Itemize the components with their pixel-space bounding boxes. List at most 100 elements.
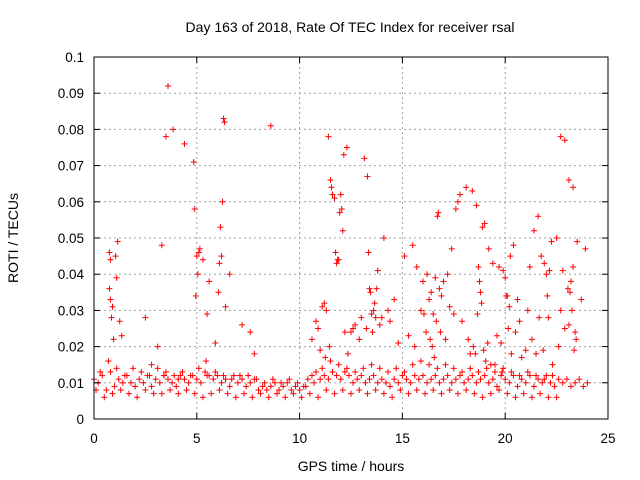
data-point xyxy=(389,394,396,401)
data-point xyxy=(526,372,533,379)
data-point xyxy=(504,390,511,397)
data-point xyxy=(197,379,204,386)
data-point xyxy=(261,379,268,386)
data-point xyxy=(348,390,354,397)
x-tick-label: 0 xyxy=(90,431,98,446)
grid-lines xyxy=(94,57,608,419)
data-point xyxy=(341,329,348,336)
data-point xyxy=(376,321,383,328)
data-point xyxy=(218,253,225,260)
data-point xyxy=(559,379,566,386)
data-point xyxy=(473,202,480,209)
data-point xyxy=(192,292,199,299)
data-point xyxy=(339,387,346,394)
data-point xyxy=(498,372,505,379)
data-point xyxy=(310,379,317,386)
data-point xyxy=(498,339,505,346)
data-point xyxy=(499,368,506,375)
x-tick-label: 15 xyxy=(395,431,410,446)
data-point xyxy=(130,365,137,372)
data-point xyxy=(160,372,167,379)
data-point xyxy=(393,365,400,372)
data-point xyxy=(380,235,387,241)
data-point xyxy=(107,296,114,303)
data-point xyxy=(545,314,552,321)
data-point xyxy=(391,376,398,383)
data-point xyxy=(215,289,222,296)
data-point xyxy=(111,383,118,390)
data-point xyxy=(429,343,436,350)
data-point xyxy=(212,368,219,375)
data-point xyxy=(409,361,416,368)
data-point xyxy=(308,372,315,379)
data-point xyxy=(477,289,484,296)
data-point xyxy=(493,383,500,390)
data-point xyxy=(110,336,117,343)
data-point xyxy=(350,379,357,386)
data-point xyxy=(169,379,176,386)
data-point xyxy=(308,336,315,343)
data-point xyxy=(372,314,379,321)
data-point xyxy=(304,376,311,383)
data-point xyxy=(487,390,494,397)
data-point xyxy=(335,256,342,263)
data-point xyxy=(368,361,375,368)
data-point xyxy=(397,387,404,394)
data-point xyxy=(508,368,515,375)
data-point xyxy=(448,245,455,252)
data-point xyxy=(321,300,328,307)
data-point xyxy=(232,394,239,401)
data-point xyxy=(255,387,262,394)
data-point xyxy=(533,372,540,379)
data-point xyxy=(366,376,373,383)
data-point xyxy=(405,390,412,397)
data-point xyxy=(150,390,157,397)
data-point xyxy=(356,387,363,394)
data-point xyxy=(427,336,434,343)
data-point xyxy=(428,376,435,383)
data-point xyxy=(222,303,229,310)
data-point xyxy=(339,227,346,234)
data-point xyxy=(387,318,394,325)
data-point xyxy=(467,350,474,357)
data-point xyxy=(415,376,422,383)
data-point xyxy=(226,383,233,390)
data-point xyxy=(431,354,438,361)
data-point xyxy=(267,122,274,129)
data-point xyxy=(465,336,472,343)
data-point xyxy=(239,321,246,328)
data-point xyxy=(341,368,348,375)
data-point xyxy=(241,390,248,397)
data-point xyxy=(508,350,515,357)
data-point xyxy=(113,274,120,281)
data-point xyxy=(138,368,145,375)
data-point xyxy=(565,177,572,184)
data-point xyxy=(148,383,155,390)
data-point xyxy=(216,260,223,267)
data-point xyxy=(405,332,412,339)
data-point xyxy=(541,260,548,267)
data-point xyxy=(555,343,562,350)
data-point xyxy=(114,238,121,245)
data-point xyxy=(551,383,558,390)
data-point xyxy=(549,372,556,379)
data-point xyxy=(549,361,556,368)
data-point xyxy=(113,365,120,372)
data-point xyxy=(220,115,227,122)
data-point xyxy=(420,311,427,318)
data-point xyxy=(446,303,453,310)
data-point xyxy=(376,365,383,372)
data-point xyxy=(332,249,339,256)
data-point xyxy=(105,358,112,365)
data-point xyxy=(360,365,367,372)
data-point xyxy=(480,347,487,354)
data-point xyxy=(136,376,143,383)
data-point xyxy=(426,361,433,368)
data-point xyxy=(337,191,344,198)
data-point xyxy=(395,379,402,386)
data-point xyxy=(524,368,531,375)
data-point xyxy=(469,372,476,379)
data-point xyxy=(434,365,441,372)
data-point xyxy=(471,390,478,397)
data-point xyxy=(108,314,115,321)
